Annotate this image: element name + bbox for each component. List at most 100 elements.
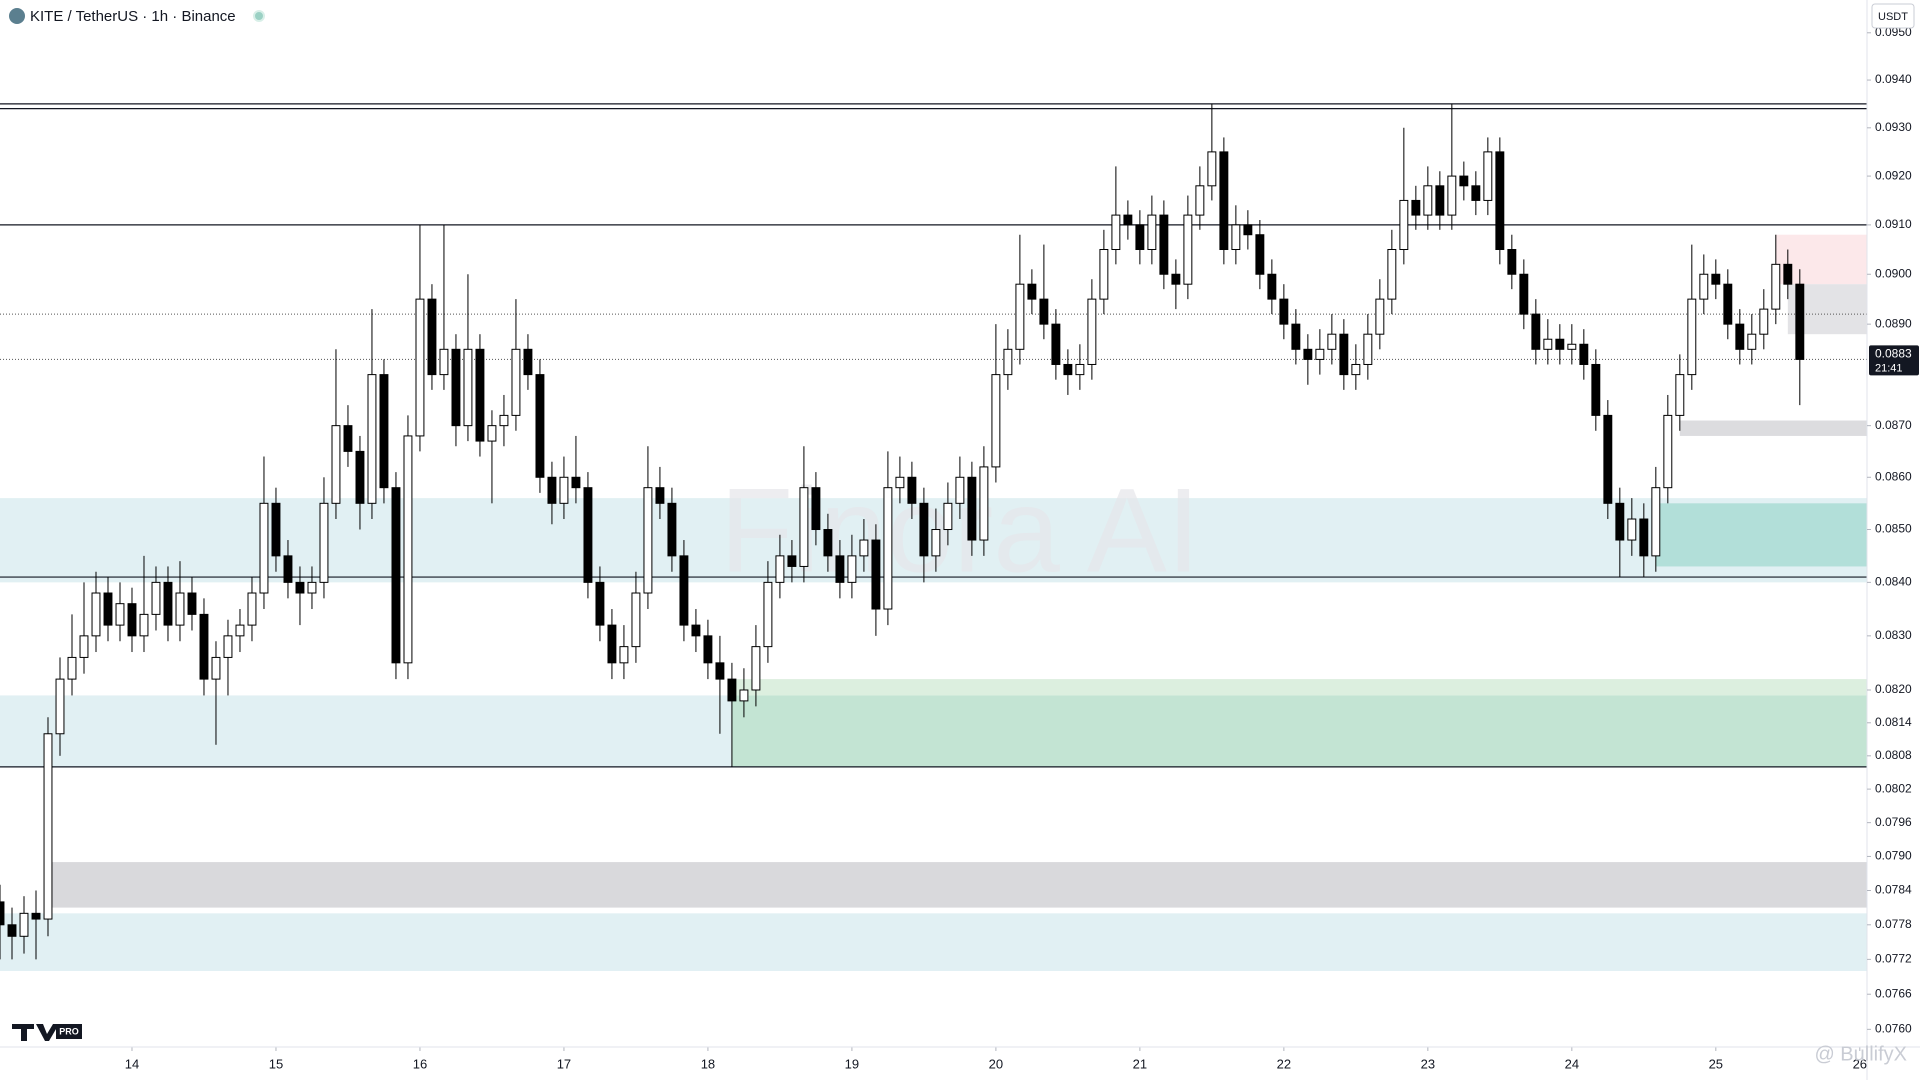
candle-body (1411, 199, 1421, 216)
candle-body (1075, 363, 1085, 376)
candle-body (703, 635, 713, 664)
candle-body (607, 624, 617, 664)
candle-body (1531, 313, 1541, 350)
candle-body (1615, 502, 1625, 541)
y-tick-label: 0.0760 (1875, 1022, 1912, 1036)
candle-body (1759, 308, 1769, 335)
candle-body (1195, 185, 1205, 216)
candle-body (1039, 298, 1049, 325)
candle-body (1279, 298, 1289, 325)
candle-body (859, 539, 869, 557)
candle-body (1315, 348, 1325, 360)
zone (0, 913, 1867, 971)
candle-body (523, 348, 533, 376)
currency-label[interactable]: USDT (1878, 11, 1908, 23)
x-tick-label: 25 (1709, 1056, 1723, 1071)
candle-body (1015, 283, 1025, 350)
candle-body (1099, 249, 1109, 300)
symbol-title[interactable]: KITE / TetherUS · 1h · Binance (30, 8, 236, 25)
candle-body (619, 646, 629, 664)
x-tick-label: 26 (1853, 1056, 1867, 1071)
candle-body (139, 613, 149, 637)
y-tick-label: 0.0920 (1875, 168, 1912, 182)
candle-body (799, 487, 809, 567)
y-tick-label: 0.0840 (1875, 575, 1912, 589)
candle-body (643, 487, 653, 594)
axes: 0.09500.09400.09300.09200.09100.09000.08… (0, 25, 1920, 1071)
candle-body (1027, 283, 1037, 300)
symbol-header[interactable]: KITE / TetherUS · 1h · Binance (9, 8, 265, 25)
candle-body (259, 502, 269, 594)
candle-body (31, 912, 41, 920)
candle-body (571, 476, 581, 489)
candle-body (583, 487, 593, 583)
symbol-icon (9, 8, 25, 24)
tv-mark (12, 1024, 59, 1041)
candle-body (1483, 151, 1493, 201)
candle-body (823, 529, 833, 557)
candle-body (43, 733, 53, 920)
candle-body (439, 348, 449, 376)
x-tick-label: 24 (1565, 1056, 1579, 1071)
candle-body (979, 466, 989, 541)
y-tick-label: 0.0940 (1875, 72, 1912, 86)
candle-body (847, 555, 857, 583)
pro-label: PRO (59, 1026, 79, 1036)
candle-body (1723, 283, 1733, 325)
candle-body (1639, 518, 1649, 557)
pro-badge (56, 1024, 82, 1039)
candle-body (115, 603, 125, 626)
candle-body (127, 603, 137, 637)
candle-body (1207, 151, 1217, 187)
candle-body (487, 425, 497, 442)
candle-body (1339, 333, 1349, 376)
candle-body (475, 348, 485, 442)
candle-body (451, 348, 461, 427)
zone (731, 679, 1867, 696)
candle-body (1171, 273, 1181, 285)
candle-body (1375, 298, 1385, 335)
candle-body (1543, 338, 1553, 350)
candle-body (727, 678, 737, 702)
candle-body (655, 487, 665, 504)
y-tick-label: 0.0930 (1875, 120, 1912, 134)
y-tick-label: 0.0772 (1875, 952, 1912, 966)
tv-logo[interactable]: PRO (12, 1024, 82, 1041)
candle-body (595, 581, 605, 626)
candle-body (1327, 333, 1337, 350)
candle-body (163, 581, 173, 626)
countdown-label: 21:41 (1875, 362, 1903, 374)
zone (1679, 420, 1867, 436)
candle-body (319, 502, 329, 583)
candle-body (7, 924, 17, 937)
candle-body (415, 298, 425, 437)
candle-body (559, 476, 569, 504)
candle-body (295, 581, 305, 594)
candle-body (151, 581, 161, 615)
candle-body (1159, 214, 1169, 275)
candle-body (1111, 214, 1121, 251)
candle-body (1387, 249, 1397, 300)
candle-body (1591, 363, 1601, 416)
currency-box[interactable] (1871, 3, 1915, 29)
candle-body (1135, 224, 1145, 251)
candle-body (1651, 487, 1661, 557)
candle-body (271, 502, 281, 557)
candle-body (1255, 234, 1265, 275)
candle-body (1495, 151, 1505, 251)
y-tick-label: 0.0790 (1875, 849, 1912, 863)
candle-body (19, 912, 29, 937)
candle-body (91, 592, 101, 637)
zone (731, 695, 1867, 767)
candle-body (211, 656, 221, 680)
candle-body (307, 581, 317, 594)
candle-body (247, 592, 257, 626)
candle-body (811, 487, 821, 531)
candle-body (1747, 333, 1757, 350)
candle-body (1267, 273, 1277, 300)
candle-body (0, 901, 5, 926)
candle-body (1579, 343, 1589, 365)
candle-body (199, 613, 209, 680)
x-tick-label: 16 (413, 1056, 427, 1071)
